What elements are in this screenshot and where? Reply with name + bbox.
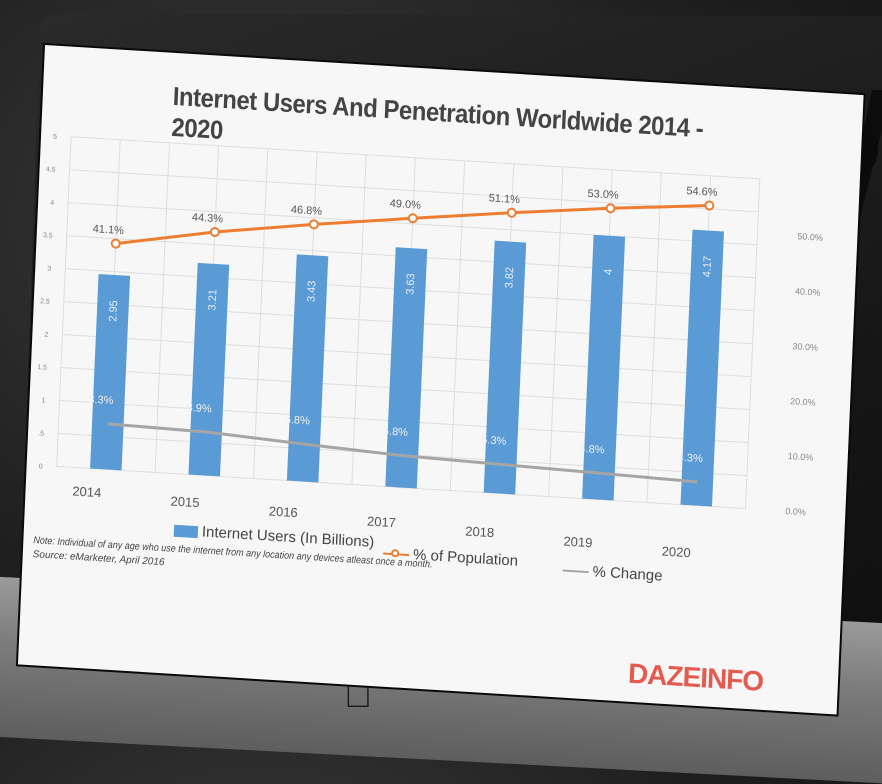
point-population xyxy=(209,227,220,238)
y-left-tick-label: 3 xyxy=(47,266,51,273)
bar-value-label: 2.95 xyxy=(107,300,120,322)
bar-2017 xyxy=(385,247,428,489)
population-label: 44.3% xyxy=(192,212,224,226)
bar-2016 xyxy=(286,254,329,483)
y-left-tick-label: 4.5 xyxy=(46,166,56,174)
bar-value-label: 3.21 xyxy=(206,289,219,311)
x-category-label: 2019 xyxy=(563,534,593,551)
grid-line-vertical xyxy=(56,136,72,467)
change-label: 8.3% xyxy=(88,394,114,408)
y-right-tick-label: 40.0% xyxy=(795,286,821,298)
point-population xyxy=(407,213,418,224)
chart-screen: Internet Users And Penetration Worldwide… xyxy=(17,45,864,715)
y-right-tick-label: 0.0% xyxy=(785,506,806,517)
y-left-tick-label: 2.5 xyxy=(40,298,50,306)
y-left-tick-label: 2 xyxy=(44,331,48,338)
y-left-tick-label: 1 xyxy=(41,397,45,404)
population-label: 53.0% xyxy=(587,188,619,202)
x-category-label: 2018 xyxy=(465,524,495,541)
population-label: 54.6% xyxy=(686,185,718,199)
population-label: 49.0% xyxy=(390,198,422,212)
line-change xyxy=(107,422,698,484)
bar-value-label: 3.43 xyxy=(305,280,318,302)
y-right-tick-label: 20.0% xyxy=(790,396,816,408)
bar-value-label: 3.82 xyxy=(503,267,516,289)
change-label: 4.3% xyxy=(678,452,704,466)
change-label: 6.8% xyxy=(285,414,311,428)
x-category-label: 2016 xyxy=(269,503,299,520)
bar-2015 xyxy=(188,262,230,477)
bar-value-label: 4 xyxy=(603,268,615,275)
change-label: 5.8% xyxy=(383,425,409,439)
y-left-tick-label: 1.5 xyxy=(37,364,47,372)
y-left-tick-label: 5 xyxy=(53,134,57,141)
point-population xyxy=(506,207,517,218)
point-population xyxy=(110,238,121,249)
legend-swatch-orange-line xyxy=(383,548,410,557)
chart-plot: 0.511.522.533.544.550.0%10.0%20.0%30.0%4… xyxy=(37,134,823,561)
grid-line-horizontal xyxy=(68,202,757,246)
point-population xyxy=(605,203,616,214)
x-category-label: 2017 xyxy=(367,513,397,530)
x-category-label: 2014 xyxy=(72,483,102,500)
point-population xyxy=(704,200,715,211)
change-label: 8.9% xyxy=(186,402,212,416)
population-label: 51.1% xyxy=(488,192,520,206)
population-label: 46.8% xyxy=(291,204,323,218)
x-category-label: 2020 xyxy=(661,544,691,561)
bar-2020 xyxy=(680,229,724,507)
grid-line-horizontal xyxy=(69,169,759,213)
x-category-label: 2015 xyxy=(170,493,200,510)
change-label: 5.3% xyxy=(481,434,507,448)
y-left-tick-label: 0 xyxy=(39,463,43,470)
bar-2014 xyxy=(90,273,131,471)
legend-swatch-bar xyxy=(173,524,199,538)
bar-2019 xyxy=(582,234,626,501)
y-right-tick-label: 10.0% xyxy=(788,451,814,463)
y-left-tick-label: .5 xyxy=(38,430,44,437)
point-population xyxy=(308,219,319,230)
bar-value-label: 4.17 xyxy=(701,256,714,278)
population-label: 41.1% xyxy=(92,223,124,237)
change-label: 4.8% xyxy=(579,443,605,457)
y-right-tick-label: 30.0% xyxy=(792,341,818,353)
y-left-tick-label: 3.5 xyxy=(43,232,53,240)
y-left-tick-label: 4 xyxy=(50,200,54,207)
legend-swatch-gray-line xyxy=(562,569,589,573)
bar-2018 xyxy=(483,240,527,495)
grid-line-horizontal xyxy=(71,136,760,180)
y-right-tick-label: 50.0% xyxy=(797,231,823,243)
bar-value-label: 3.63 xyxy=(404,273,417,295)
